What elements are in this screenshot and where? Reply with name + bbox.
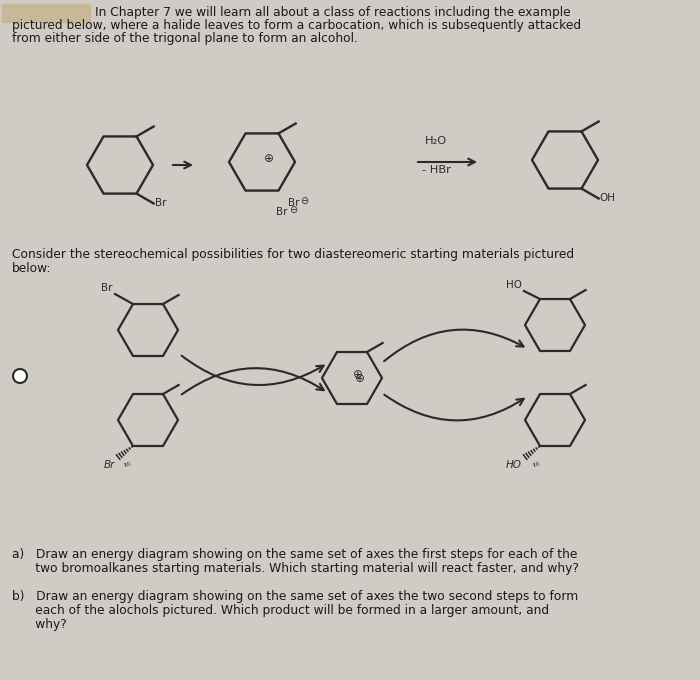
Text: ⊕: ⊕ xyxy=(353,369,363,381)
Text: ⊕: ⊕ xyxy=(355,371,365,384)
FancyArrowPatch shape xyxy=(182,356,323,385)
Text: b)   Draw an energy diagram showing on the same set of axes the two second steps: b) Draw an energy diagram showing on the… xyxy=(12,590,578,603)
FancyArrowPatch shape xyxy=(384,330,524,361)
Text: two bromoalkanes starting materials. Which starting material will react faster, : two bromoalkanes starting materials. Whi… xyxy=(12,562,579,575)
Text: ⊖: ⊖ xyxy=(289,205,297,215)
Text: pictured below, where a halide leaves to form a carbocation, which is subsequent: pictured below, where a halide leaves to… xyxy=(12,19,581,32)
Text: Br: Br xyxy=(276,207,288,217)
Text: each of the alochols pictured. Which product will be formed in a larger amount, : each of the alochols pictured. Which pro… xyxy=(12,604,549,617)
Text: - HBr: - HBr xyxy=(421,165,450,175)
FancyArrowPatch shape xyxy=(182,368,323,394)
Text: llll: llll xyxy=(532,461,540,468)
Text: Br: Br xyxy=(104,460,115,470)
Text: Consider the stereochemical possibilities for two diastereomeric starting materi: Consider the stereochemical possibilitie… xyxy=(12,248,574,261)
Text: Br: Br xyxy=(288,199,300,208)
Text: ⊖: ⊖ xyxy=(300,197,309,206)
Text: In Chapter 7 we will learn all about a class of reactions including the example: In Chapter 7 we will learn all about a c… xyxy=(95,6,570,19)
Text: Br: Br xyxy=(155,199,166,209)
Text: llll: llll xyxy=(123,461,131,468)
Text: HO: HO xyxy=(506,460,522,470)
Text: a)   Draw an energy diagram showing on the same set of axes the first steps for : a) Draw an energy diagram showing on the… xyxy=(12,548,577,561)
Circle shape xyxy=(13,369,27,383)
Text: H₂O: H₂O xyxy=(425,136,447,146)
Text: why?: why? xyxy=(12,618,66,631)
Text: from either side of the trigonal plane to form an alcohol.: from either side of the trigonal plane t… xyxy=(12,32,358,45)
Text: below:: below: xyxy=(12,262,52,275)
Text: Br: Br xyxy=(102,283,113,293)
Text: OH: OH xyxy=(600,194,615,203)
Bar xyxy=(2,4,90,22)
FancyArrowPatch shape xyxy=(384,394,524,420)
Text: HO: HO xyxy=(506,280,522,290)
Text: ⊕: ⊕ xyxy=(264,152,274,165)
